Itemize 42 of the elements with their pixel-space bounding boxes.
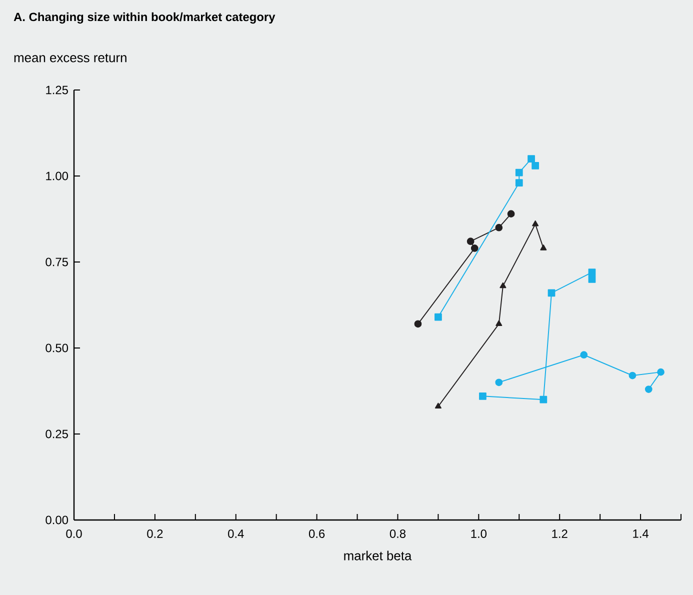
point — [515, 179, 523, 187]
point — [495, 224, 503, 232]
x-axis-title: market beta — [344, 550, 412, 560]
chart-title: A. Changing size within book/market category — [14, 12, 276, 24]
x-tick-label: 1.0 — [471, 530, 487, 538]
point — [644, 386, 652, 393]
point — [628, 372, 636, 380]
y-tick-label: 0.25 — [46, 430, 68, 438]
point — [470, 244, 478, 252]
x-tick-label: 0.0 — [66, 530, 82, 538]
x-tick-label: 0.2 — [147, 530, 163, 538]
y-tick-label: 0.75 — [46, 258, 68, 266]
point — [588, 268, 596, 276]
point — [532, 162, 540, 170]
point — [548, 289, 556, 297]
point — [657, 368, 664, 376]
point — [414, 320, 422, 328]
point — [507, 210, 515, 218]
point — [540, 396, 548, 404]
point — [540, 244, 547, 250]
point — [466, 238, 474, 246]
point — [496, 320, 502, 326]
y-tick-label: 0.00 — [46, 516, 68, 524]
point — [434, 313, 442, 321]
point — [434, 402, 442, 409]
x-tick-label: 0.6 — [308, 530, 325, 538]
point — [528, 155, 535, 162]
point — [515, 168, 523, 176]
x-tick-label: 0.4 — [228, 530, 244, 538]
x-tick-label: 1.2 — [552, 530, 568, 538]
point — [532, 220, 539, 226]
y-tick-label: 0.50 — [46, 344, 68, 352]
point — [479, 392, 486, 400]
x-tick-label: 0.8 — [390, 530, 406, 538]
point — [500, 282, 506, 288]
point — [588, 275, 596, 283]
y-axis-title: mean excess return — [14, 54, 126, 62]
x-tick-label: 1.4 — [633, 530, 648, 538]
point — [580, 351, 588, 359]
point — [495, 378, 503, 386]
y-tick-label: 1.00 — [46, 172, 68, 180]
y-tick-label: 1.25 — [46, 86, 68, 94]
